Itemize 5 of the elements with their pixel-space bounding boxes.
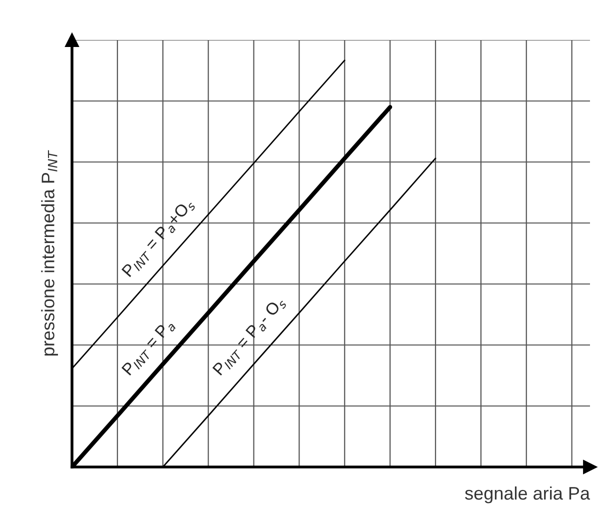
x-axis-title: segnale aria Pa xyxy=(465,486,590,504)
y-axis-title: pressione intermedia P$_{INT}$ xyxy=(41,150,58,356)
text: P$_{INT}$ = P$_{a}$- O$_{s}$ xyxy=(212,295,288,378)
text: P$_{INT}$ = P$_{a}$ xyxy=(122,318,176,378)
text: P$_{INT}$ = P$_{a}$+O$_{s}$ xyxy=(121,197,196,279)
